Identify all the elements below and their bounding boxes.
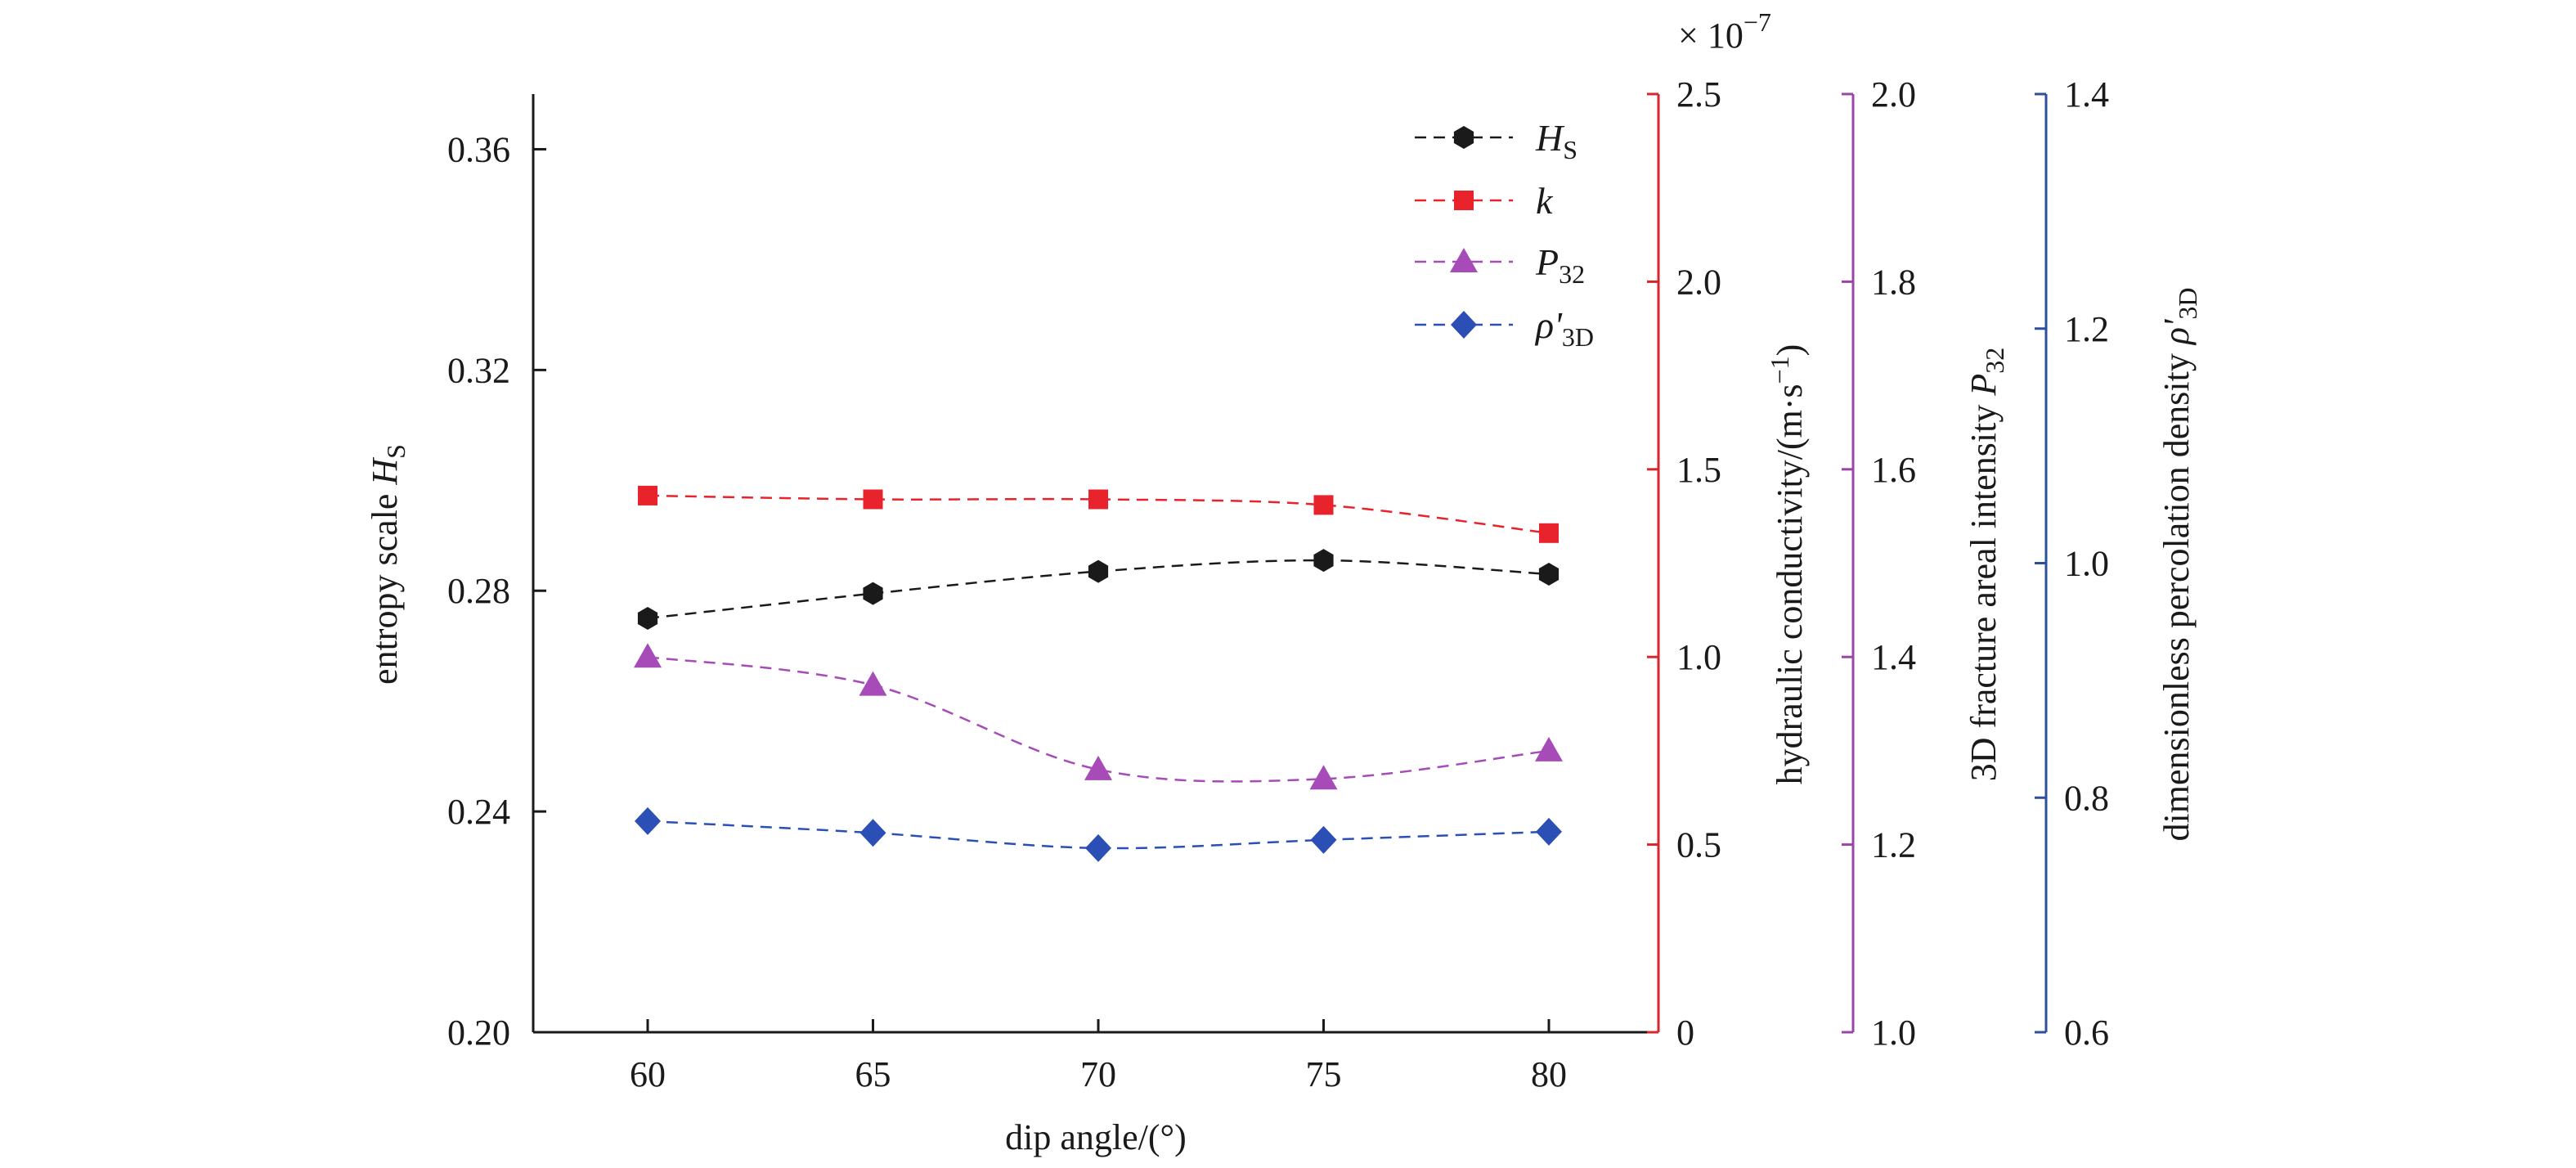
legend-label: HS [1535,117,1577,164]
legend-label-sub: S [1563,135,1577,164]
data-point-k [638,485,657,505]
data-point-hs [1538,563,1560,586]
y2-tick-label: 2.0 [1676,262,1721,302]
legend-label-name: k [1536,180,1554,222]
data-point-rho3d [1085,833,1111,862]
y1-axis-title-sub: S [381,444,411,459]
y3-tick-label: 1.2 [1871,825,1916,865]
y2-axis-title: hydraulic conductivity/(m·s−1) [1765,344,1810,785]
y2-tick-label: 1.0 [1676,637,1721,677]
legend-label-sub: 32 [1559,259,1585,289]
y3-tick-label: 2.0 [1871,74,1916,115]
y1-tick-label: 0.32 [447,350,510,390]
y4-axis-title: dimensionless percolation density ρ'3D [2156,288,2202,842]
y4-tick-label: 1.2 [2064,309,2109,349]
y1-axis-title-text: entropy scale [365,485,405,685]
legend-label-name: ρ' [1534,304,1563,346]
data-point-hs [1313,549,1334,573]
legend-label: P32 [1535,241,1585,289]
data-point-k [1313,495,1334,515]
data-point-p32 [634,643,662,668]
y1-tick-label: 0.20 [447,1013,510,1053]
y4-tick-label: 0.6 [2064,1013,2109,1053]
data-point-p32 [1535,736,1563,761]
y2-tick-label: 2.5 [1676,74,1721,115]
legend-item-hs: HS [1415,117,1577,164]
legend-marker [1453,126,1474,149]
data-point-k [1539,523,1559,543]
y1-tick-label: 0.24 [447,792,510,832]
legend-label-name: H [1535,117,1565,159]
y3-axis-title-text: 3D fracture areal intensity [1963,396,2004,782]
y4-tick-label: 1.0 [2064,544,2109,584]
data-point-k [1088,489,1108,510]
y3-axis-title: 3D fracture areal intensity P32 [1963,348,2009,781]
y4-tick-label: 1.4 [2064,74,2109,115]
data-point-rho3d [635,806,661,835]
y2-multiplier-base: × 10 [1678,16,1744,56]
data-point-p32 [859,671,887,696]
y1-tick-label: 0.36 [447,129,510,169]
data-point-rho3d [859,819,886,847]
y3-tick-label: 1.0 [1871,1013,1916,1053]
y2-axis-title-end: ) [1770,344,1810,357]
x-axis-title: dip angle/(°) [1005,1117,1187,1157]
y4-tick-label: 0.8 [2064,778,2109,818]
x-tick-label: 75 [1306,1054,1342,1094]
data-point-rho3d [1310,825,1337,854]
legend-label-name: P [1535,241,1559,283]
y3-axis-title-sub: 32 [1980,348,2009,374]
series-k [638,485,1559,543]
legend-label-sub: 3D [1562,322,1594,352]
legend-item-k: k [1415,180,1554,222]
series-hs [637,549,1560,630]
y4-axis-title-sub: 3D [2173,288,2202,320]
y4-axis-title-symbol: ρ' [2156,318,2197,346]
legend-marker [1451,311,1477,339]
legend-marker [1454,191,1474,210]
y2-multiplier: × 10−7 [1678,7,1771,56]
y2-tick-label: 1.5 [1676,450,1721,490]
legend-item-p32: P32 [1415,241,1585,289]
y2-axis-title-text: hydraulic conductivity/(m·s [1770,384,1810,784]
series-p32 [634,643,1563,790]
y2-tick-label: 0.5 [1676,825,1721,865]
y1-tick-label: 0.28 [447,571,510,611]
x-tick-label: 70 [1080,1054,1116,1094]
legend-marker [1450,248,1478,272]
x-tick-label: 65 [855,1054,891,1094]
data-point-p32 [1309,765,1338,790]
y3-axis-title-symbol: P [1963,374,2004,397]
y1-axis-title: entropy scale HS [365,444,411,685]
data-point-hs [637,607,658,630]
data-point-hs [863,582,883,605]
y2-tick-label: 0 [1676,1013,1694,1053]
series-line-k [647,494,1550,535]
y3-tick-label: 1.4 [1871,637,1916,677]
y4-axis-title-text: dimensionless percolation density [2156,344,2197,841]
y2-multiplier-exp: −7 [1744,7,1771,37]
data-point-rho3d [1536,817,1562,846]
y3-tick-label: 1.8 [1871,262,1916,302]
data-point-k [863,489,883,510]
x-tick-label: 60 [630,1054,666,1094]
x-tick-label: 80 [1531,1054,1567,1094]
data-point-p32 [1084,755,1112,780]
y1-axis-title-symbol: H [365,457,405,486]
y2-axis-title-sup: −1 [1765,356,1794,384]
series-rho3d [635,806,1562,862]
legend-item-rho3d: ρ'3D [1415,304,1594,352]
legend-label: k [1536,180,1554,222]
legend-label: ρ'3D [1534,304,1594,352]
data-point-hs [1088,559,1109,583]
y3-tick-label: 1.6 [1871,450,1916,490]
